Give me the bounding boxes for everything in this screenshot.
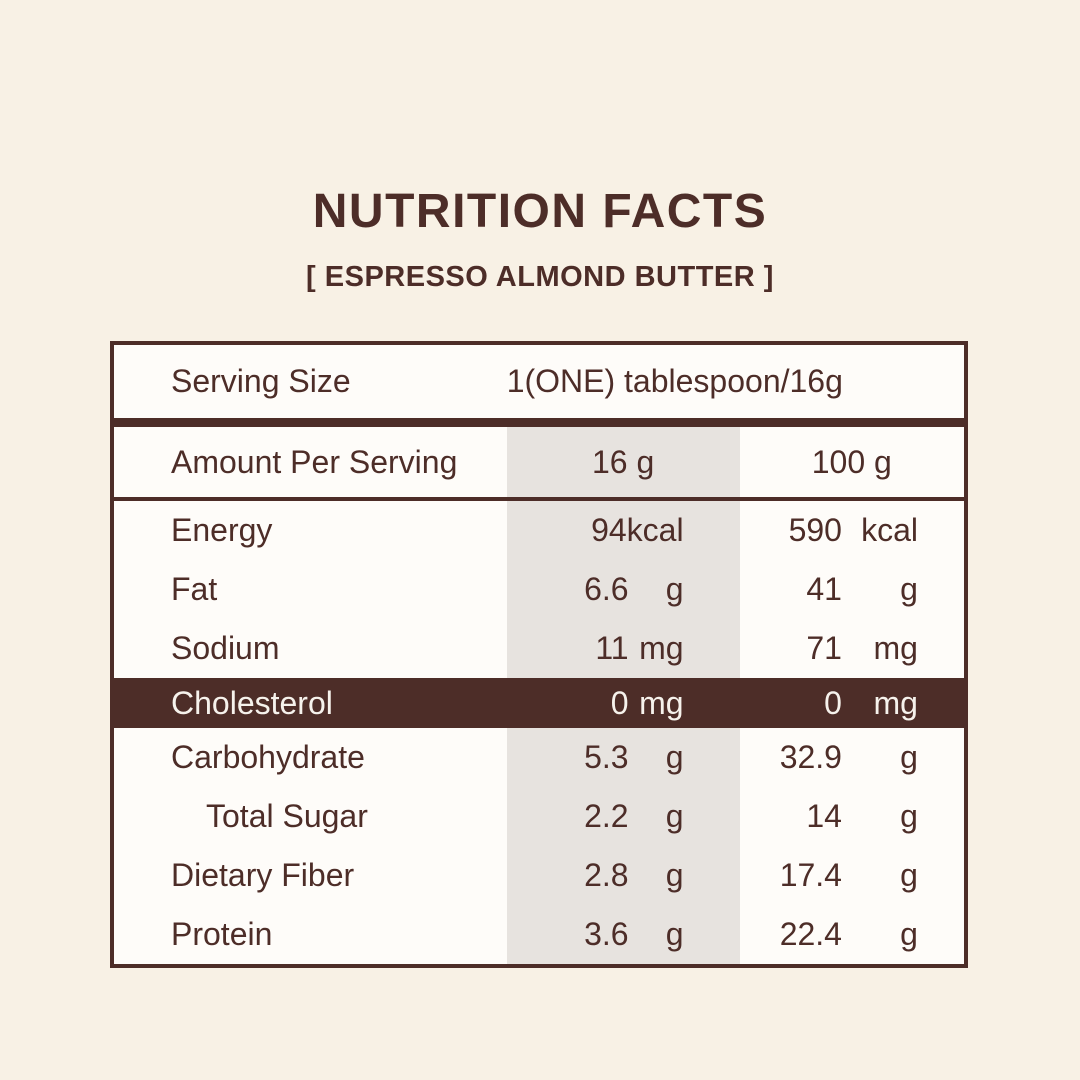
- per-100g-unit: kcal: [861, 512, 918, 548]
- per-100g-value-cell: 0 mg: [740, 678, 964, 728]
- divider-thin: [114, 497, 964, 501]
- per-serving-amount: 5.3: [584, 739, 629, 775]
- nutrient-row: Sodium 11 mg 71 mg: [114, 619, 964, 678]
- per-serving-unit: g: [665, 739, 684, 775]
- nutrient-row: Carbohydrate 5.3 g 32.9 g: [114, 728, 964, 787]
- per-100g-value-cell: 14 g: [740, 787, 964, 846]
- per-100g-amount: 590: [788, 512, 842, 548]
- per-100g-amount: 32.9: [779, 739, 842, 775]
- nutrient-row: Dietary Fiber 2.8 g 17.4 g: [114, 846, 964, 905]
- per-100g-unit: g: [900, 857, 918, 893]
- nutrient-label: Cholesterol: [171, 684, 333, 721]
- nutrient-label: Total Sugar: [206, 798, 368, 834]
- per-serving-value-cell: 11 mg: [506, 619, 740, 678]
- per-serving-amount: 6.6: [584, 571, 629, 607]
- per-serving-value-cell: 3.6 g: [506, 905, 740, 964]
- per-serving-unit: kcal: [626, 512, 684, 548]
- per-100g-value-cell: 32.9 g: [740, 728, 964, 787]
- per-serving-unit: g: [665, 798, 684, 834]
- per-100g-value-cell: 590 kcal: [740, 501, 964, 560]
- per-serving-amount: 11: [595, 630, 629, 666]
- amount-per-serving-header-row: Amount Per Serving 16 g 100 g: [114, 427, 964, 497]
- nutrient-rows: Energy 94 kcal 590 kcal Fat 6.6 g: [114, 501, 964, 964]
- per-100g-unit: g: [900, 739, 918, 775]
- nutrient-row: Fat 6.6 g 41 g: [114, 560, 964, 619]
- nutrient-label: Protein: [171, 916, 273, 952]
- nutrient-label: Sodium: [171, 630, 280, 666]
- per-serving-unit: mg: [639, 630, 684, 666]
- per-serving-amount: 94: [591, 512, 627, 548]
- serving-size-label: Serving Size: [171, 363, 351, 399]
- per-100g-value-cell: 17.4 g: [740, 846, 964, 905]
- divider-thick: [114, 418, 964, 427]
- nutrition-table: Serving Size 1(ONE) tablespoon/16g Amoun…: [110, 341, 968, 968]
- per-serving-amount: 2.2: [584, 798, 629, 834]
- nutrient-label: Fat: [171, 571, 218, 607]
- nutrient-label: Dietary Fiber: [171, 857, 355, 893]
- per-serving-amount: 0: [610, 684, 629, 721]
- per-100g-amount: 71: [806, 630, 842, 666]
- per-100g-value-cell: 22.4 g: [740, 905, 964, 964]
- page-title: NUTRITION FACTS: [312, 185, 768, 238]
- per-serving-value-cell: 5.3 g: [506, 728, 740, 787]
- per-100g-value-cell: 41 g: [740, 560, 964, 619]
- serving-size-row: Serving Size 1(ONE) tablespoon/16g: [114, 345, 964, 418]
- per-100g-unit: g: [900, 916, 918, 952]
- per-100g-amount: 17.4: [779, 857, 842, 893]
- serving-size-value: 1(ONE) tablespoon/16g: [506, 363, 843, 399]
- page-subtitle: [ ESPRESSO ALMOND BUTTER ]: [306, 261, 774, 293]
- per-100g-unit: mg: [873, 684, 918, 721]
- amount-per-serving-label: Amount Per Serving: [171, 443, 458, 480]
- column-header-100g: 100 g: [811, 443, 892, 480]
- per-serving-amount: 2.8: [584, 857, 629, 893]
- nutrient-row: Total Sugar 2.2 g 14 g: [114, 787, 964, 846]
- per-serving-value-cell: 2.8 g: [506, 846, 740, 905]
- per-100g-value-cell: 71 mg: [740, 619, 964, 678]
- per-100g-amount: 14: [806, 798, 842, 834]
- nutrient-row: Energy 94 kcal 590 kcal: [114, 501, 964, 560]
- per-serving-unit: g: [665, 857, 684, 893]
- per-100g-unit: g: [900, 798, 918, 834]
- per-100g-amount: 0: [824, 684, 842, 721]
- nutrient-label: Carbohydrate: [171, 739, 365, 775]
- per-serving-value-cell: 2.2 g: [506, 787, 740, 846]
- per-serving-unit: g: [665, 916, 684, 952]
- per-serving-unit: mg: [639, 684, 684, 721]
- per-serving-amount: 3.6: [584, 916, 629, 952]
- per-100g-unit: mg: [873, 630, 918, 666]
- per-serving-value-cell: 94 kcal: [506, 501, 740, 560]
- nutrient-label: Energy: [171, 512, 273, 548]
- per-100g-amount: 22.4: [779, 916, 842, 952]
- per-serving-value-cell: 0 mg: [507, 678, 740, 728]
- nutrient-row: Cholesterol 0 mg 0 mg: [114, 678, 964, 728]
- nutrient-row: Protein 3.6 g 22.4 g: [114, 905, 964, 964]
- per-100g-unit: g: [900, 571, 918, 607]
- column-header-16g: 16 g: [506, 427, 740, 497]
- per-serving-unit: g: [665, 571, 684, 607]
- per-serving-value-cell: 6.6 g: [506, 560, 740, 619]
- per-100g-amount: 41: [806, 571, 842, 607]
